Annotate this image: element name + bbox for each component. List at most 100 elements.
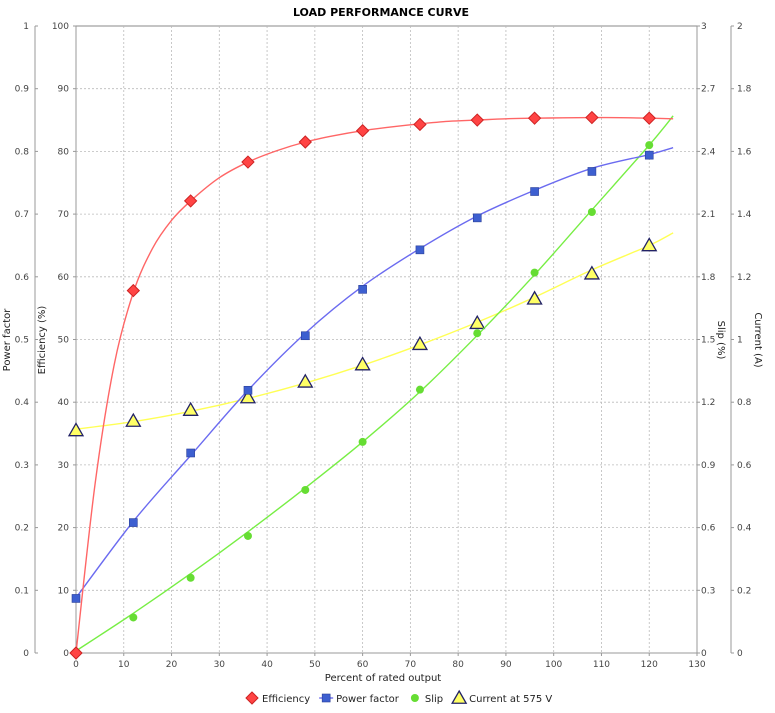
power-factor-point	[415, 245, 425, 255]
efficiency-axis-tick-label: 100	[52, 22, 69, 32]
current-at-575-v-point	[297, 373, 314, 388]
power-factor-axis-title: Power factor	[2, 308, 13, 372]
slip-axis-tick-label: 0.3	[701, 586, 715, 596]
efficiency-point	[470, 113, 484, 127]
power-factor-axis-tick-label: 0.9	[15, 85, 30, 95]
power-factor-axis-tick-label: 0.8	[15, 147, 30, 157]
x-axis-tick-label: 40	[261, 660, 273, 670]
x-axis-tick-label: 100	[545, 660, 562, 670]
current-axis-tick-label: 0	[737, 649, 743, 659]
power-factor-point	[71, 594, 81, 603]
legend-marker	[245, 691, 259, 705]
efficiency-point	[126, 283, 141, 298]
power-factor-point	[472, 213, 482, 223]
current-axis: 0 0.2 0.4 0.6 0.8 1 1.2 1.4 1.6 1.8 2	[730, 22, 752, 659]
power-factor-axis-tick-label: 0.2	[15, 524, 29, 534]
power-factor-axis-tick-label: 0.1	[15, 586, 29, 596]
power-factor-point	[186, 448, 195, 458]
x-axis-tick-label: 110	[593, 660, 610, 670]
series-layer	[67, 110, 674, 660]
efficiency-axis-tick-label: 20	[58, 524, 70, 534]
x-axis-title: Percent of rated output	[325, 673, 442, 684]
current-axis-tick-label: 2	[737, 22, 743, 32]
slip-point	[473, 329, 482, 338]
x-axis-tick-label: 130	[688, 660, 705, 670]
power-factor-point	[644, 150, 654, 160]
x-axis-tick-label: 90	[500, 660, 512, 670]
efficiency-point	[355, 124, 370, 138]
slip-point	[530, 268, 539, 277]
x-axis: 0 10 20 30 40 50 60 70 80 90 100 110 120 130	[73, 652, 706, 670]
efficiency-axis-tick-label: 70	[58, 210, 70, 220]
efficiency-point	[527, 111, 542, 125]
legend-item-current-at-575-v: Current at 575 V	[451, 689, 552, 705]
slip-point	[186, 573, 195, 582]
legend-marker	[451, 689, 468, 704]
current-axis-tick-label: 1.4	[737, 210, 752, 220]
power-factor-point	[358, 285, 367, 294]
efficiency-axis-tick-label: 40	[58, 398, 70, 408]
legend-marker	[410, 694, 419, 702]
slip-axis: 0 0.3 0.6 0.9 1.2 1.5 1.8 2.1 2.4 2.7 3	[696, 22, 716, 659]
efficiency-axis-tick-label: 80	[58, 147, 70, 157]
efficiency-point	[642, 111, 656, 125]
slip-axis-title: Slip (%)	[715, 321, 726, 360]
efficiency-point	[298, 135, 312, 149]
series-power-factor	[71, 146, 674, 603]
legend: Efficiency Power factor Slip Current at 575…	[245, 689, 552, 705]
efficiency-axis: 0 10 20 30 40 50 60 70 80 90 100	[52, 22, 77, 659]
efficiency-axis-tick-label: 10	[58, 586, 70, 596]
x-axis-tick-label: 50	[309, 660, 321, 670]
current-at-575-v-point	[469, 314, 486, 330]
legend-label: Current at 575 V	[469, 694, 552, 705]
current-at-575-v-point	[182, 401, 199, 416]
current-at-575-v-point	[125, 412, 142, 427]
current-at-575-v-point	[583, 265, 601, 280]
power-factor-point	[243, 385, 253, 395]
chart-title: LOAD PERFORMANCE CURVE	[293, 6, 469, 19]
slip-axis-tick-label: 1.8	[701, 273, 716, 283]
slip-axis-tick-label: 3	[701, 22, 707, 32]
efficiency-point	[183, 194, 198, 208]
x-axis-tick-label: 30	[214, 660, 226, 670]
current-at-575-v-point	[641, 237, 658, 252]
current-at-575-v-point	[526, 290, 543, 305]
current-at-575-v-point	[354, 356, 371, 371]
power-factor-point	[129, 518, 138, 527]
slip-point	[645, 141, 654, 150]
current-at-575-v-point	[239, 389, 257, 404]
slip-axis-tick-label: 1.5	[701, 336, 715, 346]
power-factor-point	[530, 187, 539, 196]
current-axis-title: Current (A)	[752, 312, 763, 367]
current-axis-tick-label: 1.6	[737, 147, 752, 157]
slip-axis-tick-label: 0.9	[701, 461, 716, 471]
legend-label: Power factor	[336, 694, 400, 705]
slip-point	[129, 613, 138, 622]
current-at-575-v-point	[67, 422, 85, 437]
slip-point	[587, 208, 596, 217]
current-axis-tick-label: 1.2	[737, 273, 751, 283]
x-axis-tick-label: 10	[118, 660, 130, 670]
power-factor-axis-tick-label: 0.3	[15, 461, 29, 471]
power-factor-axis-tick-label: 0.5	[15, 336, 29, 346]
efficiency-point	[413, 117, 427, 132]
current-axis-tick-label: 0.4	[737, 524, 752, 534]
slip-axis-tick-label: 0.6	[701, 524, 716, 534]
efficiency-axis-tick-label: 90	[58, 85, 70, 95]
slip-point	[358, 437, 367, 446]
slip-point	[301, 485, 310, 494]
legend-marker	[321, 693, 331, 703]
legend-label: Slip	[425, 694, 443, 705]
slip-axis-tick-label: 2.1	[701, 210, 715, 220]
x-axis-tick-label: 20	[166, 660, 178, 670]
power-factor-axis-tick-label: 1	[23, 22, 29, 32]
slip-axis-tick-label: 2.4	[701, 147, 716, 157]
power-factor-point	[587, 167, 597, 176]
x-axis-tick-label: 70	[405, 660, 417, 670]
slip-point	[415, 385, 424, 394]
slip-axis-tick-label: 2.7	[701, 85, 715, 95]
efficiency-axis-tick-label: 60	[58, 273, 70, 283]
power-factor-axis-tick-label: 0	[23, 649, 29, 659]
current-axis-tick-label: 1.8	[737, 85, 752, 95]
efficiency-point	[69, 646, 83, 660]
